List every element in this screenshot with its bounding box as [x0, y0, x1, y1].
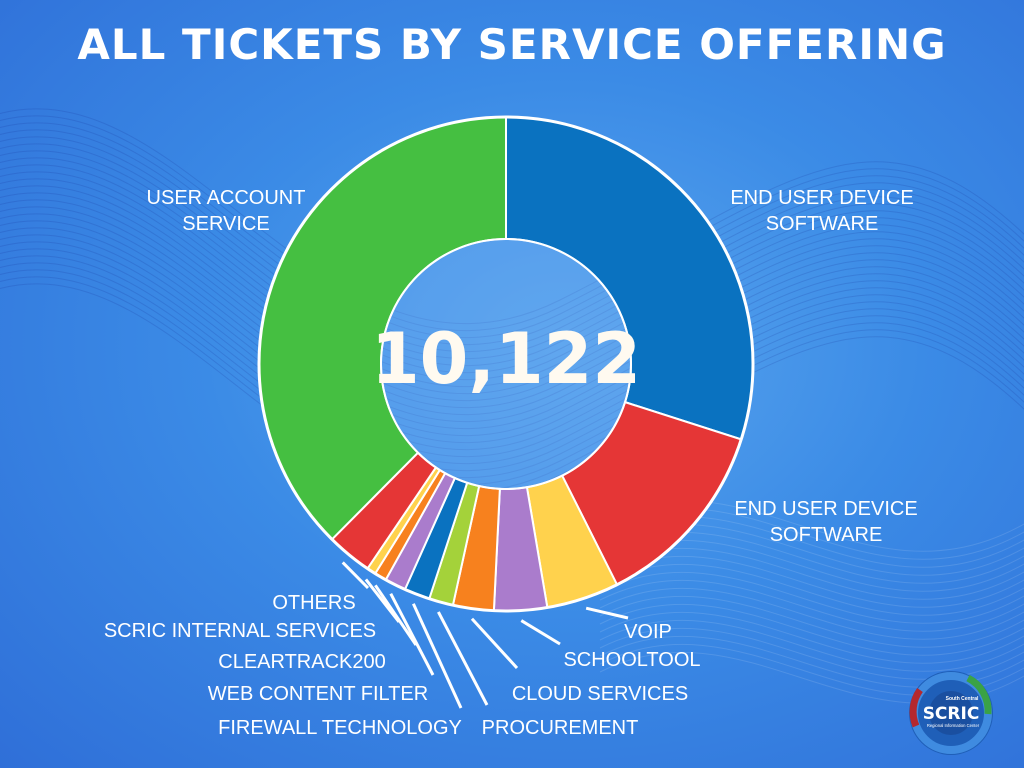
leader-line-5	[470, 617, 519, 670]
donut-hole	[380, 238, 632, 490]
leader-line-4	[520, 619, 561, 646]
slice-label-10: SCRIC INTERNAL SERVICES	[104, 620, 376, 642]
slice-label-4: SCHOOLTOOL	[563, 649, 700, 671]
slice-label-11: OTHERS	[272, 592, 355, 614]
logo-name: SCRIC	[923, 704, 980, 724]
leader-line-6	[437, 611, 489, 706]
slice-label-2: END USER DEVICE SOFTWARE	[734, 498, 917, 546]
slice-label-8: WEB CONTENT FILTER	[208, 683, 428, 705]
logo-subtitle-top: South Central	[946, 696, 979, 702]
slice-label-3: VOIP	[624, 621, 672, 643]
scric-logo: South Central SCRIC Regional Information…	[909, 671, 993, 755]
donut-outline	[257, 115, 755, 613]
leader-line-9	[374, 584, 418, 646]
slice-label-1: END USER DEVICE SOFTWARE	[730, 187, 913, 235]
slice-label-5: CLOUD SERVICES	[512, 683, 688, 705]
leader-line-3	[585, 606, 629, 620]
slice-label-12: USER ACCOUNT SERVICE	[147, 187, 306, 235]
chart-total: 10,122	[371, 318, 641, 400]
leader-line-11	[341, 561, 370, 590]
page-title: ALL TICKETS BY SERVICE OFFERING	[77, 20, 947, 69]
slice-label-6: PROCUREMENT	[482, 717, 639, 739]
slice-label-7: FIREWALL TECHNOLOGY	[218, 717, 462, 739]
leader-line-8	[389, 593, 435, 676]
leader-line-10	[364, 578, 401, 623]
leader-line-7	[412, 603, 463, 709]
slice-label-9: CLEARTRACK200	[218, 651, 385, 673]
logo-subtitle-bottom: Regional Information Center	[927, 723, 980, 728]
